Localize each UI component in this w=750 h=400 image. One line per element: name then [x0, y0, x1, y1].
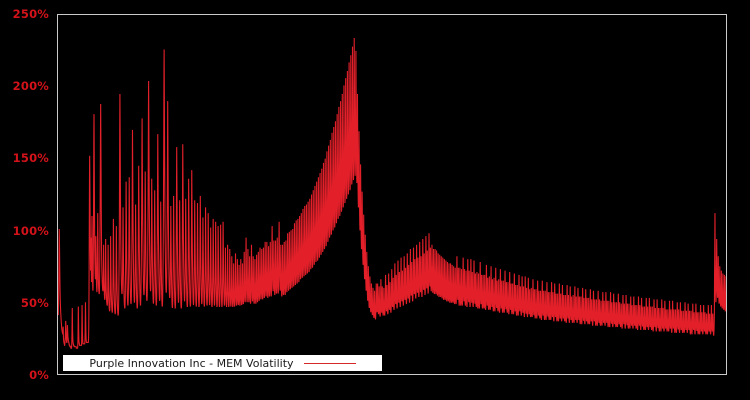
- plot-area: [57, 14, 727, 375]
- y-axis-tick-label: 50%: [20, 295, 49, 310]
- volatility-line: [58, 38, 726, 348]
- y-axis-tick-label: 150%: [12, 151, 49, 166]
- y-axis-tick-label: 250%: [12, 7, 49, 21]
- chart-legend: Purple Innovation Inc - MEM Volatility: [63, 355, 382, 371]
- y-axis-tick-label: 200%: [12, 79, 49, 94]
- y-axis-tick-label: 100%: [12, 223, 49, 238]
- y-axis: 0% 50% 100% 150% 200% 250%: [0, 0, 57, 400]
- y-axis-tick-label: 0%: [29, 368, 49, 382]
- volatility-series-svg: [58, 15, 726, 374]
- legend-label: Purple Innovation Inc - MEM Volatility: [89, 356, 294, 370]
- legend-line-swatch: [303, 362, 356, 364]
